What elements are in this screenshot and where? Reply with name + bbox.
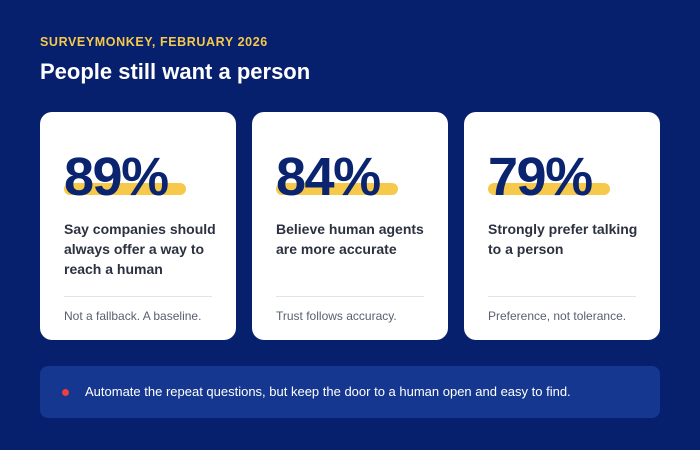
stat-value: 84% bbox=[276, 147, 381, 207]
stat-highlight-bar bbox=[64, 183, 186, 195]
stat-highlight-bar bbox=[276, 183, 398, 195]
stat-block: 79% bbox=[488, 147, 610, 207]
stat-note: Trust follows accuracy. bbox=[276, 309, 397, 323]
card-divider bbox=[64, 296, 212, 297]
stat-card: 84% Believe human agents are more accura… bbox=[252, 112, 448, 340]
stat-description: Strongly prefer talking to a person bbox=[488, 221, 638, 257]
stat-value: 79% bbox=[488, 147, 593, 207]
stat-description: Believe human agents are more accurate bbox=[276, 221, 424, 257]
stat-note: Not a fallback. A baseline. bbox=[64, 309, 202, 323]
stat-card: 79% Strongly prefer talking to a person … bbox=[464, 112, 660, 340]
bullet-dot-icon bbox=[62, 389, 69, 396]
takeaway-text: Automate the repeat questions, but keep … bbox=[85, 384, 571, 399]
stat-note: Preference, not tolerance. bbox=[488, 309, 627, 323]
card-divider bbox=[276, 296, 424, 297]
stat-block: 89% bbox=[64, 147, 186, 207]
stat-highlight-bar bbox=[488, 183, 610, 195]
page-title: People still want a person bbox=[40, 59, 311, 84]
stat-cards: 89% Say companies should always offer a … bbox=[40, 112, 660, 340]
takeaway-banner: Automate the repeat questions, but keep … bbox=[40, 366, 660, 418]
stat-card: 89% Say companies should always offer a … bbox=[40, 112, 236, 340]
stat-description: Say companies should always offer a way … bbox=[64, 221, 216, 277]
stat-block: 84% bbox=[276, 147, 398, 207]
stat-value: 89% bbox=[64, 147, 169, 207]
source-eyebrow: SURVEYMONKEY, FEBRUARY 2026 bbox=[40, 35, 268, 49]
card-divider bbox=[488, 296, 636, 297]
